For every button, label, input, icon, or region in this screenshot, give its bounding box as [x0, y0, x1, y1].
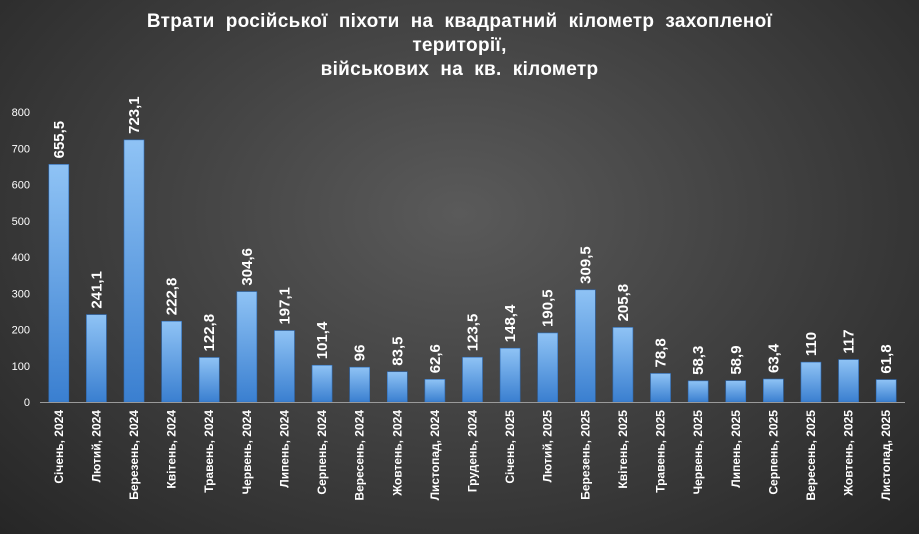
- bar: [311, 364, 333, 403]
- bar: [725, 380, 747, 403]
- bar: [274, 330, 295, 403]
- data-label: 148,4: [502, 304, 519, 342]
- data-label: 304,6: [239, 248, 256, 286]
- data-label: 197,1: [276, 287, 293, 325]
- y-tick-label: 100: [12, 361, 30, 373]
- y-tick-label: 200: [12, 325, 30, 337]
- data-labels: 655,5 241,1 723,1 222,8 122,8 304,6 197,1 101,4…: [51, 96, 895, 375]
- bar: [650, 373, 671, 403]
- x-tick-label: Січень, 2025: [503, 410, 517, 484]
- bar: [161, 320, 182, 403]
- data-label: 63,4: [765, 343, 782, 373]
- bar: [575, 289, 596, 403]
- data-label: 655,5: [51, 121, 68, 159]
- x-tick-label: Грудень, 2024: [466, 410, 480, 492]
- bar: [86, 314, 107, 403]
- x-tick-label: Липень, 2025: [729, 410, 743, 488]
- data-label: 61,8: [878, 344, 895, 373]
- y-tick-label: 700: [12, 143, 30, 155]
- chart-title: Втрати російської піхоти на квадратний к…: [0, 10, 919, 82]
- x-axis: Січень, 2024 Лютий, 2024 Березень, 2024 Кві…: [40, 402, 905, 501]
- y-tick-label: 600: [12, 180, 30, 192]
- x-tick-label: Лютий, 2025: [541, 410, 555, 483]
- data-label: 190,5: [540, 289, 557, 327]
- bar: [800, 361, 822, 403]
- bar: [462, 356, 483, 403]
- x-tick-label: Липень, 2024: [277, 410, 291, 488]
- data-label: 723,1: [126, 96, 143, 134]
- x-tick-label: Березень, 2024: [127, 410, 141, 500]
- x-tick-label: Лютий, 2024: [89, 410, 103, 483]
- data-label: 222,8: [164, 278, 181, 316]
- y-tick-label: 0: [24, 397, 30, 409]
- bar: [499, 347, 521, 403]
- data-label: 241,1: [88, 271, 105, 309]
- data-label: 123,5: [465, 314, 482, 352]
- data-label: 117: [841, 329, 858, 353]
- data-label: 96: [352, 345, 369, 362]
- x-tick-label: Травень, 2025: [654, 410, 668, 493]
- data-label: 110: [803, 332, 820, 356]
- bar: [875, 379, 897, 403]
- x-tick-label: Вересень, 2025: [804, 410, 818, 501]
- data-label: 58,9: [728, 345, 745, 374]
- chart-title-line-1: Втрати російської піхоти на квадратний к…: [146, 11, 773, 32]
- x-tick-label: Листопад, 2024: [428, 410, 442, 501]
- bar: [236, 291, 258, 403]
- data-label: 205,8: [615, 284, 632, 322]
- bar: [386, 371, 408, 403]
- y-tick-label: 400: [12, 252, 30, 264]
- data-label: 78,8: [653, 338, 670, 367]
- bar: [838, 359, 859, 403]
- y-axis: 0 100 200 300 400 500 600 700 800: [12, 107, 30, 409]
- x-tick-label: Серпень, 2025: [766, 410, 780, 495]
- x-tick-label: Жовтень, 2025: [842, 410, 856, 497]
- y-tick-label: 300: [12, 288, 30, 300]
- data-label: 122,8: [201, 314, 218, 352]
- chart-title-line-2: території,: [412, 35, 507, 56]
- x-tick-label: Вересень, 2024: [353, 410, 367, 501]
- x-tick-label: Травень, 2024: [202, 410, 216, 493]
- x-tick-label: Серпень, 2024: [315, 410, 329, 495]
- x-tick-label: Січень, 2024: [52, 410, 66, 484]
- bar: [537, 332, 559, 403]
- data-label: 62,6: [427, 344, 444, 373]
- y-tick-label: 800: [12, 107, 30, 119]
- bar: [48, 164, 70, 403]
- y-tick-label: 500: [12, 216, 30, 228]
- data-label: 101,4: [314, 321, 331, 359]
- data-label: 83,5: [389, 337, 406, 366]
- bar: [687, 380, 709, 403]
- x-tick-label: Квітень, 2024: [165, 410, 179, 489]
- bar: [763, 378, 784, 403]
- x-tick-label: Червень, 2024: [240, 410, 254, 495]
- bar: [424, 379, 446, 403]
- x-tick-label: Жовтень, 2024: [390, 410, 404, 497]
- bar: [198, 357, 220, 403]
- x-tick-label: Квітень, 2025: [616, 410, 630, 489]
- x-tick-label: Листопад, 2025: [879, 410, 893, 501]
- data-label: 309,5: [577, 246, 594, 284]
- data-label: 58,3: [690, 346, 707, 375]
- bar: [349, 366, 370, 403]
- x-tick-label: Червень, 2025: [691, 410, 705, 495]
- bar: [123, 139, 145, 403]
- bar: [612, 327, 634, 403]
- x-tick-label: Березень, 2025: [578, 410, 592, 500]
- chart-title-line-3: військових на кв. кілометр: [320, 59, 599, 80]
